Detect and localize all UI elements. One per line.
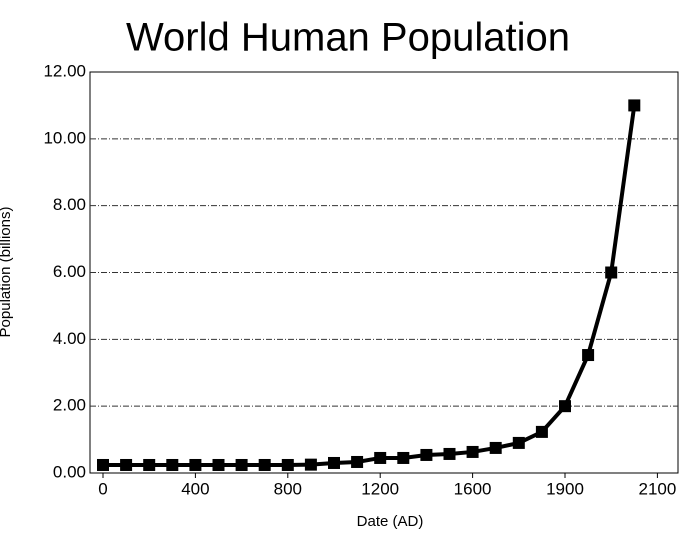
marker (605, 266, 618, 279)
chart-title: World Human Population (126, 16, 570, 60)
marker (628, 99, 641, 112)
marker (489, 441, 502, 454)
line (103, 105, 637, 467)
x-tick-label: 2100 (638, 479, 676, 498)
y-tick-label: 12.00 (43, 61, 86, 80)
x-tick-label: 0 (98, 479, 107, 498)
marker (281, 458, 294, 471)
x-tick-label: 400 (181, 479, 209, 498)
marker (143, 458, 156, 471)
marker (304, 458, 317, 471)
marker (189, 458, 202, 471)
marker (397, 451, 410, 464)
x-tick-label: 1600 (454, 479, 492, 498)
marker (235, 458, 248, 471)
marker (97, 458, 109, 471)
y-tick-label: 10.00 (43, 128, 86, 147)
marker (212, 458, 225, 471)
marker (535, 425, 548, 438)
marker (374, 451, 387, 464)
marker (120, 458, 133, 471)
y-tick-label: 8.00 (53, 195, 86, 214)
x-tick-label: 1900 (546, 479, 584, 498)
marker (466, 445, 479, 458)
x-tick-label: 1200 (361, 479, 399, 498)
marker (328, 456, 340, 469)
x-axis-label: Date (AD) (357, 513, 424, 530)
marker (351, 455, 364, 468)
marker (512, 436, 525, 449)
y-tick-label: 2.00 (53, 396, 86, 415)
marker (582, 349, 595, 362)
x-tick-label: 800 (274, 479, 302, 498)
y-tick-label: 4.00 (53, 329, 86, 348)
y-axis-label: Population (billions) (0, 207, 14, 338)
y-tick-label: 0.00 (53, 462, 86, 481)
y-tick-label: 6.00 (53, 262, 86, 281)
marker (420, 448, 433, 461)
marker (559, 400, 571, 413)
marker (258, 458, 271, 471)
marker (166, 458, 179, 471)
marker (443, 447, 456, 460)
